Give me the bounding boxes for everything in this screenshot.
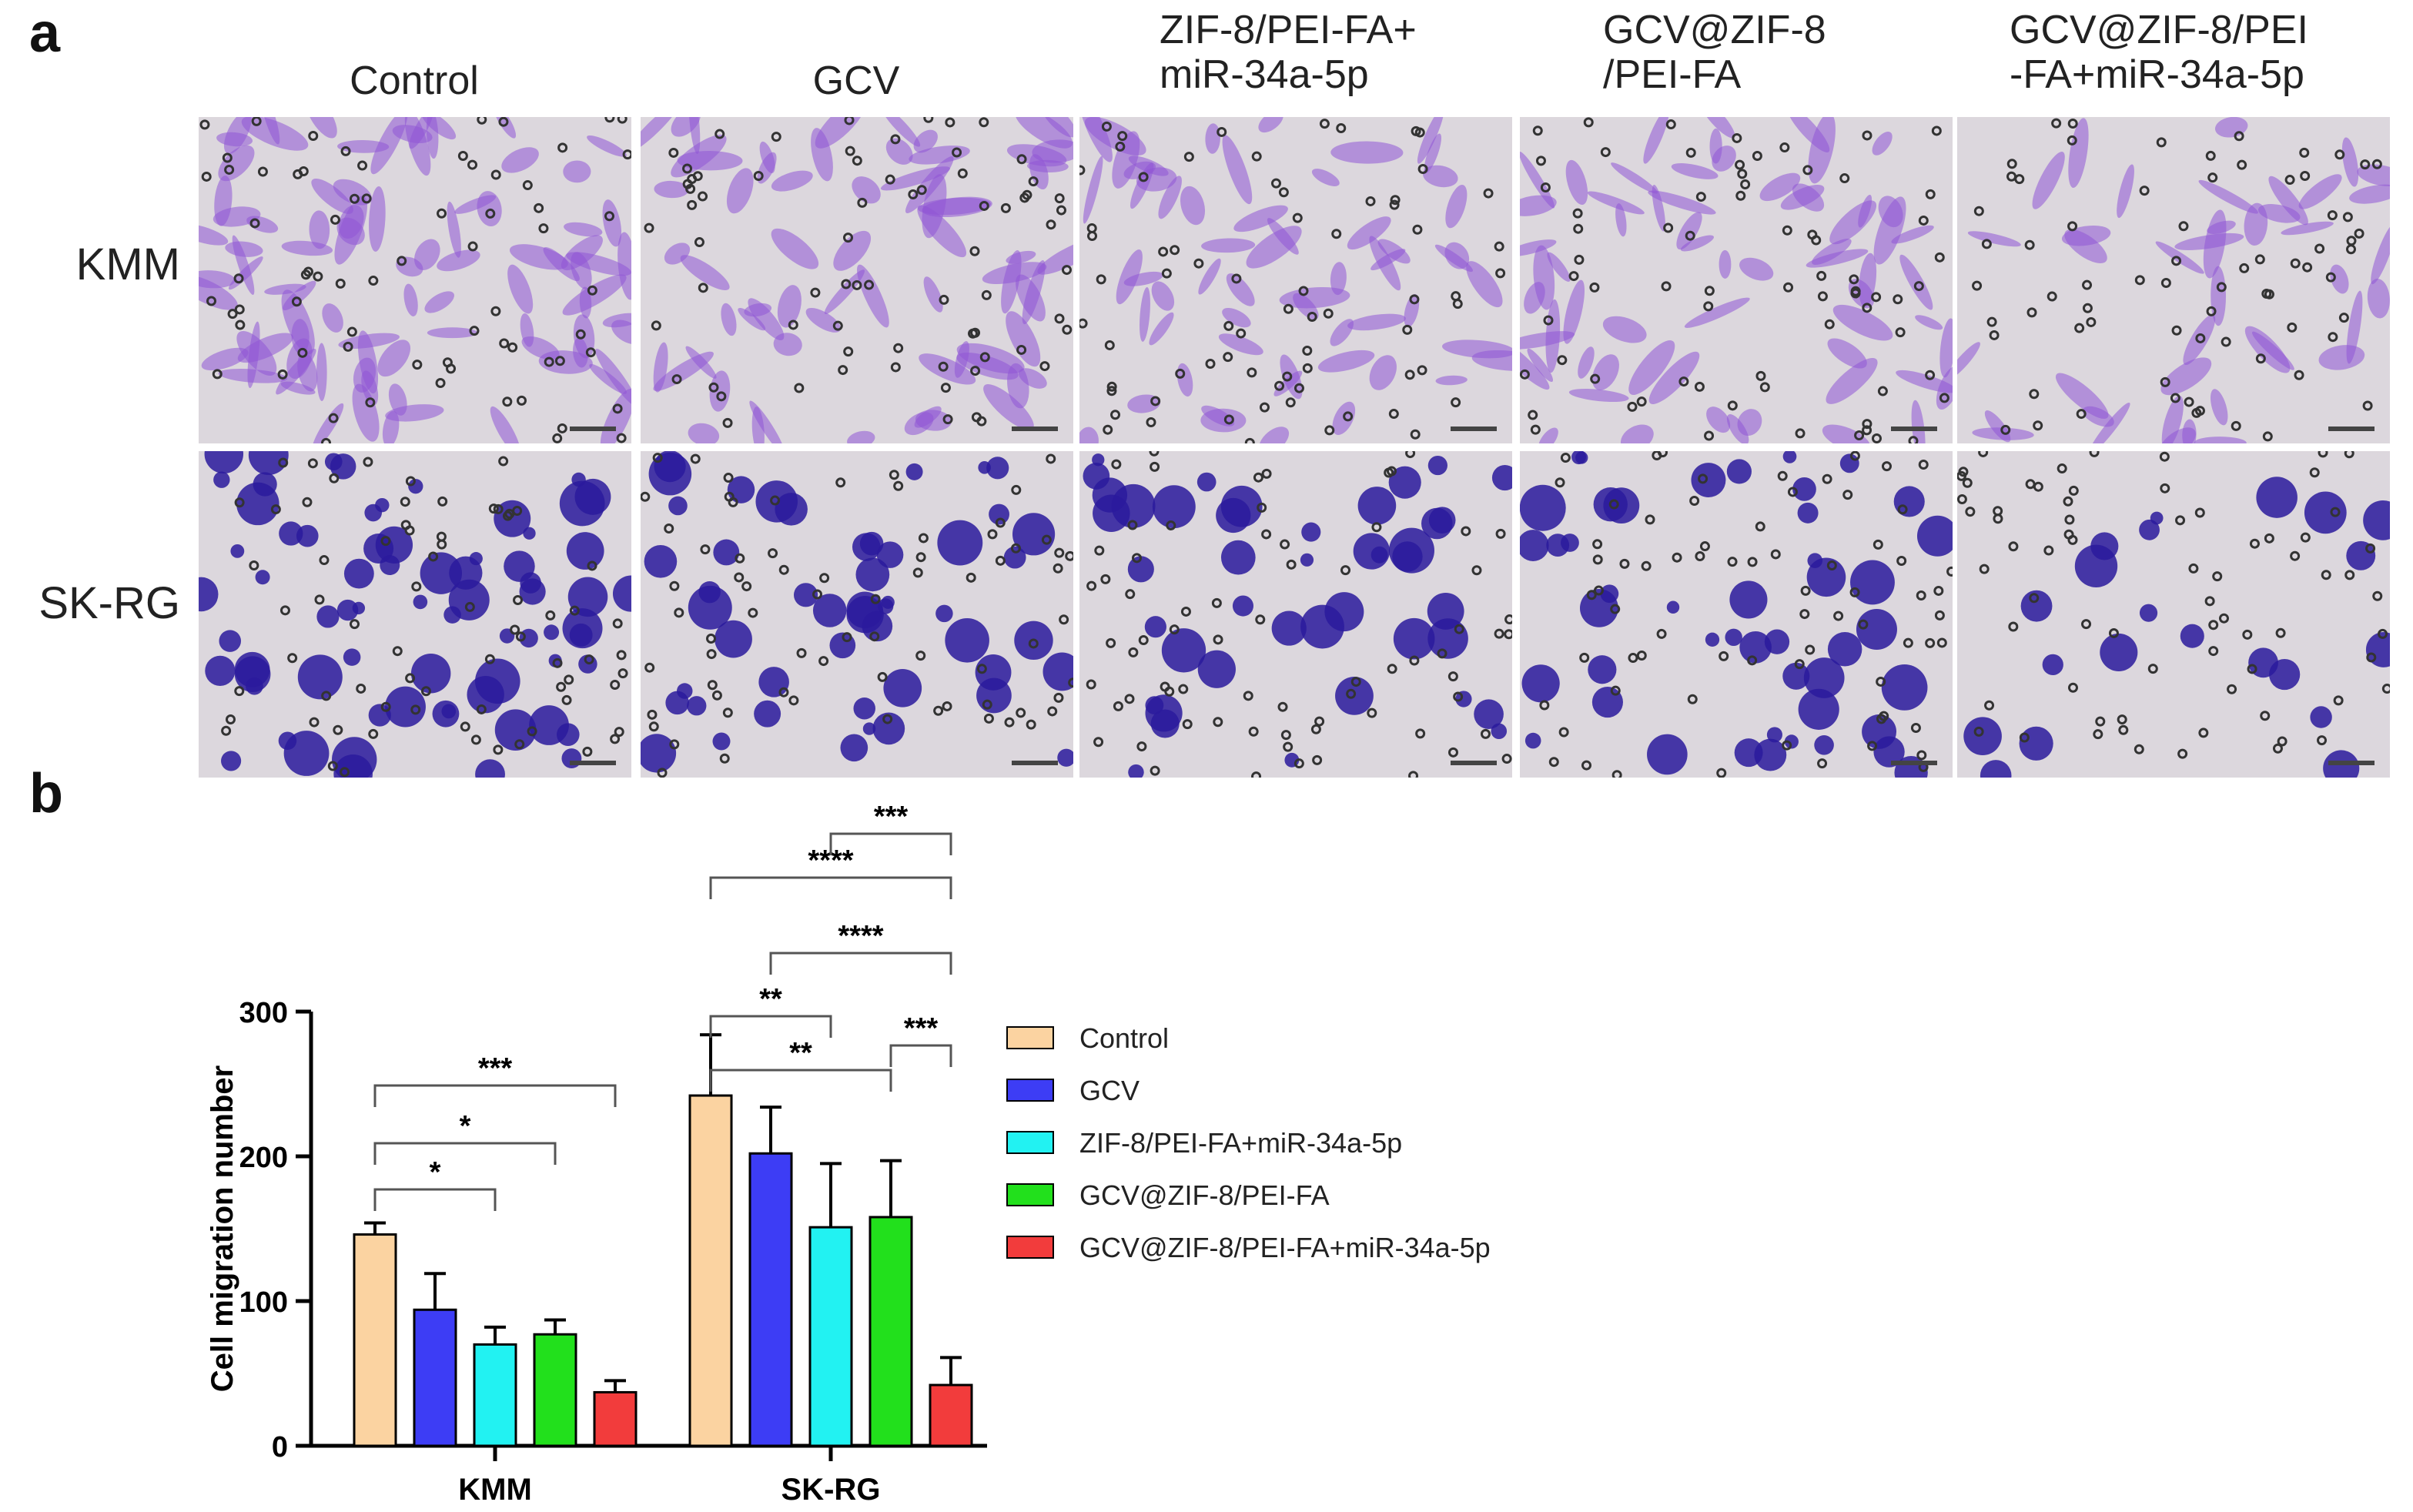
scale-bar (1451, 761, 1497, 765)
column-label-zif8-pei-fa-mir: ZIF-8/PEI-FA+ miR-34a-5p (1160, 8, 1417, 98)
significance-label-8: *** (874, 801, 909, 833)
micrograph-kmm-3 (1079, 117, 1512, 443)
micrograph-sk-rg-3 (1079, 451, 1512, 778)
significance-label-5: **** (838, 920, 883, 952)
bar-KMM-1 (353, 1233, 397, 1447)
significance-bracket-7 (709, 876, 952, 899)
legend-label-1: Control (1079, 1022, 1169, 1054)
y-tick-label-300: 300 (239, 997, 288, 1029)
legend-label-3: ZIF-8/PEI-FA+miR-34a-5p (1079, 1127, 1402, 1159)
legend-label-4: GCV@ZIF-8/PEI-FA (1079, 1179, 1330, 1211)
scale-bar (1012, 761, 1058, 765)
y-tick-label-200: 200 (239, 1142, 288, 1174)
bar-KMM-4 (533, 1333, 577, 1447)
bar-SK-RG-3 (808, 1226, 853, 1447)
scale-bar (2328, 761, 2375, 765)
micrograph-kmm-2 (641, 117, 1073, 443)
micrograph-kmm-1 (199, 117, 631, 443)
significance-label-4: ** (759, 983, 782, 1015)
y-tick-label-100: 100 (239, 1286, 288, 1319)
legend-label-5: GCV@ZIF-8/PEI-FA+miR-34a-5p (1079, 1232, 1491, 1263)
significance-bracket-1 (373, 1188, 497, 1211)
legend-swatch-1 (1006, 1026, 1054, 1049)
column-label-control: Control (350, 59, 479, 103)
row-label-sk-rg: SK-RG (38, 578, 180, 628)
scale-bar (1891, 761, 1937, 765)
legend-swatch-4 (1006, 1183, 1054, 1206)
bar-SK-RG-5 (929, 1383, 973, 1447)
bar-KMM-3 (473, 1343, 517, 1447)
scale-bar (570, 427, 616, 431)
bar-SK-RG-1 (688, 1094, 733, 1447)
micrograph-kmm-4 (1520, 117, 1953, 443)
significance-bracket-6 (709, 1069, 892, 1092)
micrograph-sk-rg-2 (641, 451, 1073, 778)
column-label-gcv-zif8-pei-fa: GCV@ZIF-8 /PEI-FA (1603, 8, 1826, 98)
y-tick-label-0: 0 (272, 1431, 288, 1463)
significance-label-6: ** (789, 1037, 812, 1069)
significance-label-3: *** (478, 1052, 513, 1085)
panel-a-label: a (29, 2, 61, 64)
legend-swatch-2 (1006, 1079, 1054, 1102)
bar-KMM-5 (593, 1390, 638, 1447)
micrograph-sk-rg-5 (1957, 451, 2390, 778)
significance-label-9: *** (904, 1012, 939, 1045)
significance-label-2: * (460, 1110, 471, 1142)
significance-bracket-3 (373, 1084, 617, 1107)
column-label-gcv-zif8-pei-fa-mir: GCV@ZIF-8/PEI -FA+miR-34a-5p (2010, 8, 2308, 98)
micrograph-kmm-5 (1957, 117, 2390, 443)
row-label-kmm: KMM (75, 239, 180, 289)
legend-label-2: GCV (1079, 1075, 1140, 1106)
x-tick-label-KMM: KMM (458, 1473, 532, 1507)
legend-swatch-5 (1006, 1236, 1054, 1259)
significance-bracket-9 (889, 1044, 952, 1067)
y-axis-title: Cell migration number (206, 1065, 239, 1393)
scale-bar (1451, 427, 1497, 431)
significance-label-1: * (430, 1156, 441, 1189)
bar-SK-RG-2 (748, 1152, 793, 1447)
significance-bracket-4 (709, 1015, 832, 1038)
micrograph-sk-rg-4 (1520, 451, 1953, 778)
significance-bracket-8 (829, 832, 952, 855)
micrograph-sk-rg-1 (199, 451, 631, 778)
column-label-gcv: GCV (812, 59, 900, 103)
significance-bracket-5 (769, 952, 952, 975)
significance-bracket-2 (373, 1142, 557, 1165)
scale-bar (2328, 427, 2375, 431)
bar-KMM-2 (413, 1308, 457, 1447)
x-tick-label-SK-RG: SK-RG (781, 1473, 881, 1507)
bar-SK-RG-4 (868, 1216, 913, 1447)
scale-bar (1891, 427, 1937, 431)
legend-swatch-3 (1006, 1131, 1054, 1154)
scale-bar (1012, 427, 1058, 431)
panel-b-label: b (29, 763, 63, 825)
scale-bar (570, 761, 616, 765)
